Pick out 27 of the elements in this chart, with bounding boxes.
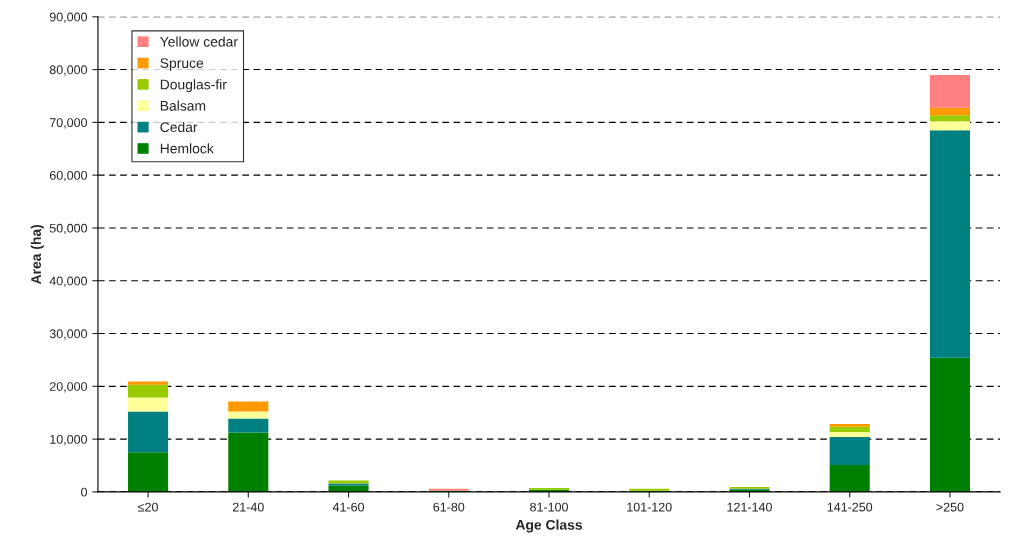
legend-label: Hemlock — [160, 143, 214, 154]
y-tick-label: 30,000 — [49, 329, 88, 340]
x-axis-title: Age Class — [515, 519, 583, 533]
x-tick-label: 21-40 — [232, 502, 264, 512]
x-tick-label: ≤20 — [138, 502, 158, 512]
y-tick-label: 80,000 — [49, 65, 88, 76]
y-axis-title: Area (ha) — [30, 224, 44, 285]
y-tick-label: 60,000 — [49, 170, 88, 182]
x-tick-label: 41-60 — [332, 502, 365, 512]
y-tick-label: 50,000 — [49, 223, 88, 235]
x-tick-label: 81-100 — [530, 502, 568, 512]
y-tick-label: 20,000 — [49, 382, 88, 393]
x-tick-label: 61-80 — [433, 502, 465, 512]
y-tick-label: 10,000 — [50, 434, 88, 446]
legend-label: Douglas-fir — [160, 79, 227, 93]
legend-label: Spruce — [160, 58, 204, 71]
legend-label: Cedar — [160, 121, 198, 133]
legend-label: Balsam — [160, 100, 206, 111]
y-tick-label: 90,000 — [49, 12, 88, 23]
y-tick-label: 40,000 — [49, 276, 88, 287]
y-tick-label: 0 — [81, 487, 88, 497]
x-tick-label: 101-120 — [627, 502, 672, 512]
x-tick-label: >250 — [936, 502, 964, 512]
x-tick-label: 141-250 — [827, 502, 873, 512]
y-tick-label: 70,000 — [49, 118, 88, 129]
x-tick-label: 121-140 — [727, 502, 772, 512]
legend-label: Yellow cedar — [160, 36, 238, 47]
